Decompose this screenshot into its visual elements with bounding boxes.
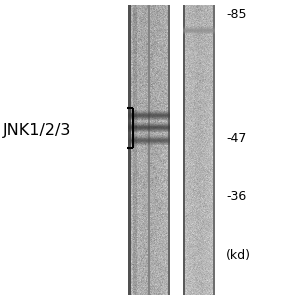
Text: (kd): (kd) — [226, 248, 251, 262]
Text: -36: -36 — [226, 190, 246, 202]
Text: JNK1/2/3: JNK1/2/3 — [3, 122, 71, 137]
Text: -85: -85 — [226, 8, 247, 22]
Text: -47: -47 — [226, 131, 247, 145]
